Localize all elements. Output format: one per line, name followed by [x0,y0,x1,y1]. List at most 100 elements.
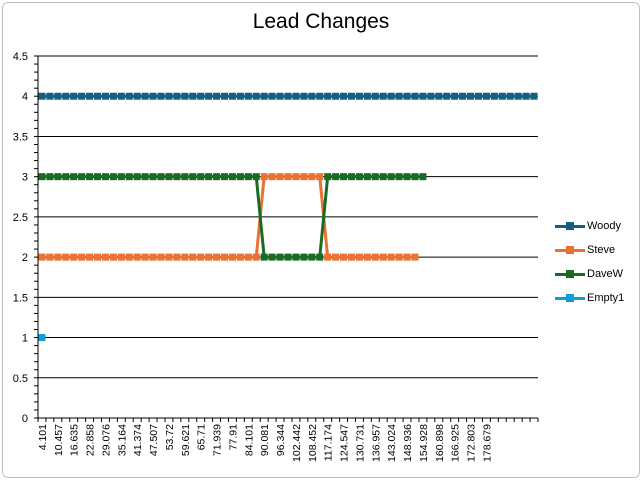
y-tick-label: 3.5 [13,131,28,143]
data-point-davew [252,173,260,181]
data-point-steve [403,253,411,261]
data-point-woody [403,92,411,100]
x-tick-label: 117.174 [323,424,335,461]
data-point-woody [86,92,94,100]
data-point-woody [149,92,157,100]
data-point-steve [260,173,268,181]
legend-swatch-steve [555,244,585,256]
data-point-steve [70,253,78,261]
data-point-steve [54,253,62,261]
data-point-woody [197,92,205,100]
legend-label-steve: Steve [587,244,616,256]
data-point-woody [498,92,506,100]
data-point-steve [363,253,371,261]
y-tick-label: 4 [22,91,28,103]
y-tick-label: 1.5 [13,292,28,304]
data-point-woody [268,92,276,100]
data-point-davew [165,173,173,181]
data-point-woody [467,92,475,100]
data-point-davew [403,173,411,181]
data-point-woody [379,92,387,100]
legend: Woody Steve DaveW Empty1 [555,214,641,310]
data-point-davew [228,173,236,181]
data-point-steve [252,253,260,261]
data-point-woody [157,92,165,100]
x-tick-label: 108.452 [307,424,319,462]
data-point-davew [141,173,149,181]
data-point-steve [38,253,46,261]
data-point-steve [101,253,109,261]
data-point-davew [54,173,62,181]
x-tick-label: 136.957 [370,424,382,462]
data-point-steve [276,173,284,181]
data-point-steve [308,173,316,181]
x-tick-label: 172.803 [466,424,478,462]
data-point-woody [228,92,236,100]
data-point-steve [125,253,133,261]
data-point-steve [109,253,117,261]
legend-item-woody: Woody [555,214,641,238]
data-point-davew [292,253,300,261]
data-point-davew [125,173,133,181]
data-point-woody [490,92,498,100]
data-point-woody [451,92,459,100]
data-point-davew [347,173,355,181]
data-point-woody [514,92,522,100]
x-tick-label: 59.621 [180,424,192,456]
data-point-steve [316,173,324,181]
x-tick-label: 16.635 [69,424,81,456]
x-tick-label: 77.91 [227,424,239,450]
data-point-davew [379,173,387,181]
x-tick-label: 4.101 [37,424,49,450]
data-point-woody [308,92,316,100]
data-point-davew [197,173,205,181]
data-point-woody [395,92,403,100]
data-point-woody [530,92,538,100]
data-point-steve [411,253,419,261]
data-point-woody [387,92,395,100]
data-point-steve [181,253,189,261]
data-point-steve [62,253,70,261]
data-point-woody [141,92,149,100]
data-point-woody [522,92,530,100]
x-tick-label: 65.71 [196,424,208,450]
x-tick-label: 160.898 [434,424,446,462]
x-tick-label: 53.72 [164,424,176,450]
data-point-steve [379,253,387,261]
data-point-steve [86,253,94,261]
data-point-steve [221,253,229,261]
data-point-woody [411,92,419,100]
data-point-davew [189,173,197,181]
data-point-davew [70,173,78,181]
data-point-woody [284,92,292,100]
data-point-woody [316,92,324,100]
data-point-davew [236,173,244,181]
legend-label-davew: DaveW [587,268,624,280]
x-tick-label: 178.679 [481,424,493,462]
data-point-woody [125,92,133,100]
x-tick-label: 166.925 [450,424,462,462]
data-point-woody [213,92,221,100]
legend-swatch-woody [555,220,585,232]
x-tick-label: 102.442 [291,424,303,462]
data-point-woody [300,92,308,100]
data-point-woody [292,92,300,100]
x-tick-label: 35.164 [116,424,128,456]
data-point-davew [411,173,419,181]
data-point-woody [427,92,435,100]
data-point-woody [252,92,260,100]
data-point-davew [38,173,46,181]
data-point-steve [94,253,102,261]
data-point-woody [165,92,173,100]
data-point-woody [332,92,340,100]
data-point-davew [221,173,229,181]
data-point-steve [347,253,355,261]
data-point-steve [197,253,205,261]
x-tick-label: 124.547 [339,424,351,462]
data-point-davew [371,173,379,181]
data-point-davew [260,253,268,261]
x-tick-label: 41.374 [132,424,144,456]
y-tick-label: 4.5 [13,51,28,63]
data-point-steve [292,173,300,181]
